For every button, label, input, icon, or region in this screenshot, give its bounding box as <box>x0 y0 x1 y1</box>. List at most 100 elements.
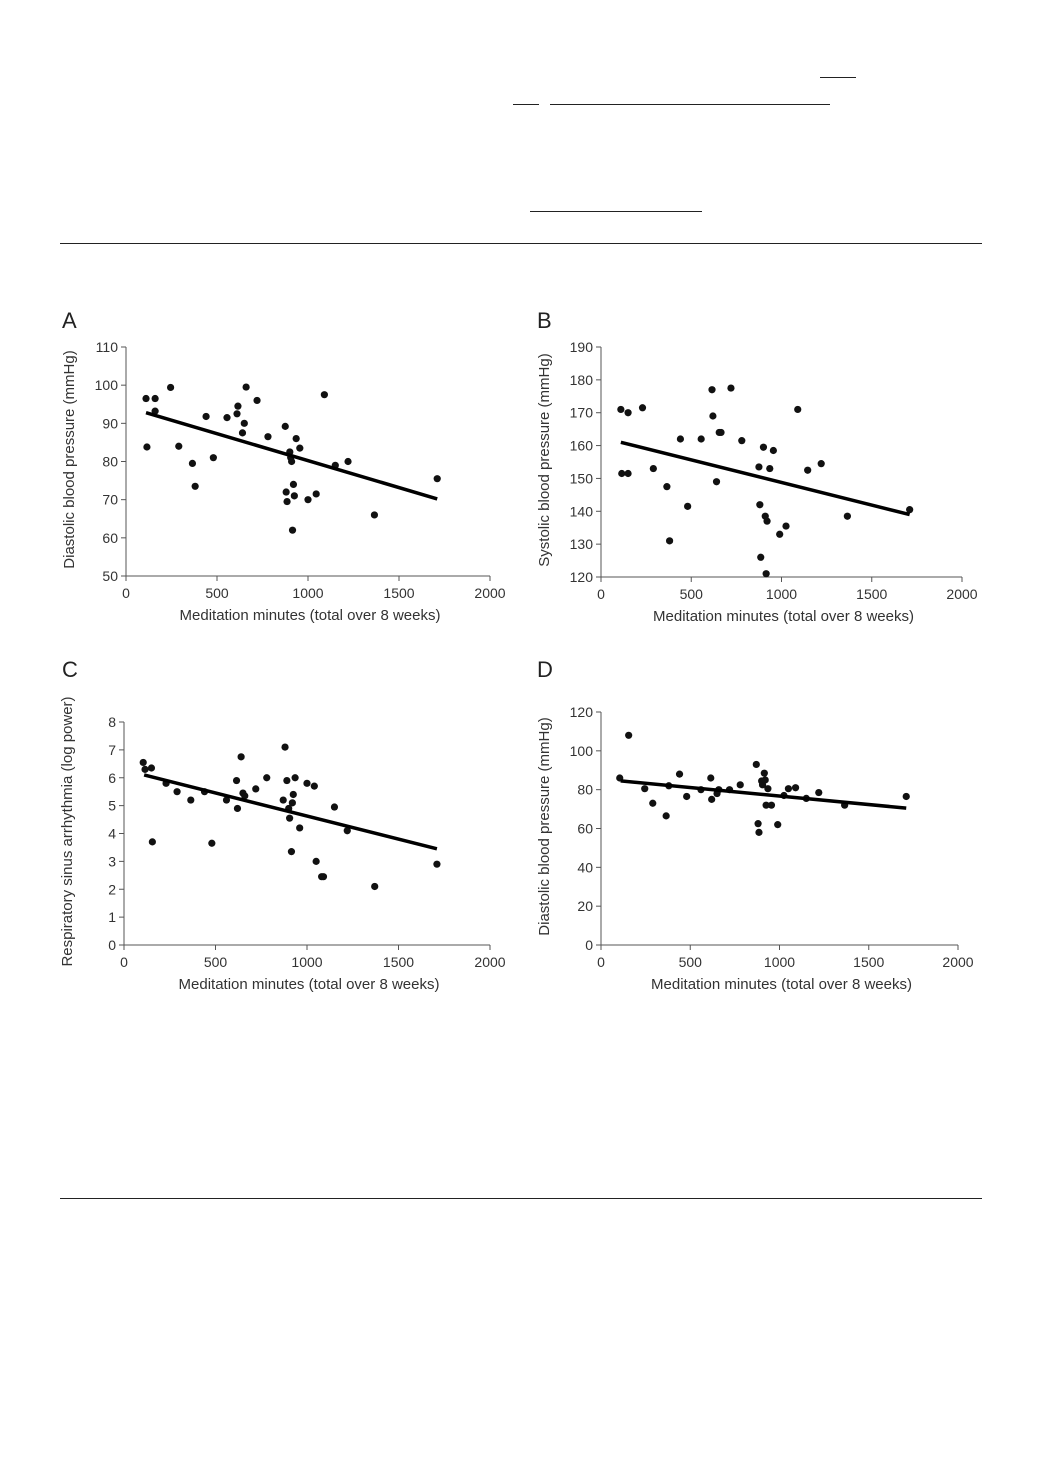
chart-b-data-point <box>712 478 721 486</box>
chart-a-data-point <box>288 457 296 466</box>
chart-a-data-point <box>233 410 241 418</box>
chart-b-data-point <box>727 384 735 392</box>
chart-b-y-tick-label: 180 <box>570 372 594 388</box>
chart-d-y-tick-label: 120 <box>570 704 594 720</box>
chart-c-x-tick-label: 0 <box>120 954 128 970</box>
chart-a-x-tick-label: 500 <box>205 585 229 601</box>
top-rule <box>550 104 830 105</box>
chart-c-data-point <box>252 785 260 793</box>
chart-b-y-tick-label: 160 <box>570 438 594 454</box>
chart-c-y-axis-label: Respiratory sinus arrhythmia (log power) <box>59 696 76 966</box>
chart-b-data-point <box>804 466 812 474</box>
chart-d-data-point <box>754 820 762 828</box>
chart-c-data-point <box>310 782 318 790</box>
chart-c-y-tick-label: 2 <box>108 881 116 897</box>
chart-c-data-point <box>237 753 245 761</box>
chart-d-panel-label: D <box>537 657 553 682</box>
chart-a-data-point <box>151 407 159 415</box>
chart-b-x-axis-label: Meditation minutes (total over 8 weeks) <box>653 608 914 625</box>
chart-d-x-tick-label: 500 <box>679 954 703 970</box>
chart-b-data-point <box>663 483 671 491</box>
chart-c-data-point <box>208 839 216 847</box>
chart-d-data-point <box>675 770 684 778</box>
chart-a-data-point <box>281 422 289 430</box>
chart-b-data-point <box>759 443 768 451</box>
chart-c-data-point <box>312 857 320 865</box>
chart-c-data-point <box>433 860 441 868</box>
chart-a-data-point <box>209 454 217 462</box>
chart-a-trendline <box>145 410 438 501</box>
chart-b-y-axis-label: Systolic blood pressure (mmHg) <box>536 353 553 566</box>
chart-b-data-point <box>776 530 784 538</box>
chart-d-data-point <box>641 785 649 793</box>
chart-c-trendline <box>143 773 438 851</box>
chart-b-data-point <box>709 412 717 420</box>
chart-a-data-point <box>151 394 159 403</box>
chart-b-data-point <box>717 428 725 437</box>
chart-a-data-point <box>242 383 250 391</box>
chart-b-data-point <box>843 512 851 520</box>
chart-c-y-tick-label: 5 <box>108 798 116 814</box>
chart-b-y-tick-label: 170 <box>570 405 594 421</box>
chart-c-y-tick-label: 3 <box>108 853 116 869</box>
chart-a-data-point <box>289 480 298 488</box>
chart-d-data-point <box>708 795 716 803</box>
chart-b-data-point <box>684 502 692 510</box>
chart-a-data-point <box>253 396 261 405</box>
chart-c-data-point <box>147 764 156 772</box>
chart-a-data-point <box>143 443 151 451</box>
chart-c-data-point <box>187 796 195 804</box>
chart-d-y-tick-label: 40 <box>577 859 593 875</box>
chart-a-data-point <box>166 383 175 392</box>
chart-c-data-point <box>291 774 299 782</box>
chart-d-x-axis-label: Meditation minutes (total over 8 weeks) <box>651 976 912 993</box>
chart-d-data-point <box>902 792 910 801</box>
chart-b-data-point <box>817 460 825 468</box>
chart-b-trendline <box>620 440 911 517</box>
top-rule <box>530 211 702 212</box>
chart-d-data-point <box>760 769 768 777</box>
chart-b-data-point <box>665 537 674 545</box>
chart-a-data-point <box>191 482 199 490</box>
chart-b-data-point <box>617 405 625 414</box>
chart-c-panel-label: C <box>62 657 78 682</box>
chart-c-data-point <box>296 824 304 832</box>
chart-d-y-tick-label: 0 <box>585 937 593 953</box>
chart-c-data-point <box>241 792 249 800</box>
chart-a-data-point <box>433 475 441 483</box>
chart-a-y-axis-label: Diastolic blood pressure (mmHg) <box>61 350 78 568</box>
chart-c-y-tick-label: 1 <box>108 909 116 925</box>
chart-c-data-point <box>319 873 328 881</box>
chart-d-y-tick-label: 20 <box>577 898 593 914</box>
chart-d-y-axis-label: Diastolic blood pressure (mmHg) <box>536 717 553 935</box>
chart-d-data-point <box>752 760 760 769</box>
chart-c-data-point <box>232 776 241 785</box>
chart-c-data-point <box>287 848 296 856</box>
chart-a-x-tick-label: 1000 <box>292 585 323 601</box>
chart-b-panel-label: B <box>537 308 552 333</box>
chart-a-data-point <box>312 490 320 498</box>
chart-b-y-tick-label: 120 <box>570 569 594 585</box>
chart-c-data-point <box>173 788 181 796</box>
chart-d-data-point <box>767 801 776 809</box>
chart-a-y-tick-label: 60 <box>102 530 118 546</box>
chart-d-data-point <box>683 792 691 801</box>
chart-d-x-tick-label: 1000 <box>764 954 795 970</box>
chart-b-x-tick-label: 500 <box>680 586 704 602</box>
chart-b-y-tick-label: 140 <box>570 503 594 519</box>
chart-c-x-tick-label: 500 <box>204 954 228 970</box>
chart-d-data-point <box>755 828 763 836</box>
chart-c-data-point <box>330 803 339 811</box>
chart-b-data-point <box>756 501 764 509</box>
chart-b-data-point <box>755 463 763 471</box>
chart-a-data-point <box>240 419 248 427</box>
chart-c-data-point <box>288 799 296 807</box>
chart-b-y-tick-label: 190 <box>570 339 594 355</box>
chart-a-x-axis-label: Meditation minutes (total over 8 weeks) <box>180 607 441 624</box>
chart-d-y-tick-label: 80 <box>577 782 593 798</box>
chart-d-data-point <box>815 788 823 797</box>
chart-a-x-tick-label: 2000 <box>474 585 505 601</box>
chart-a-data-point <box>290 492 298 500</box>
chart-a-y-tick-label: 50 <box>102 568 118 584</box>
